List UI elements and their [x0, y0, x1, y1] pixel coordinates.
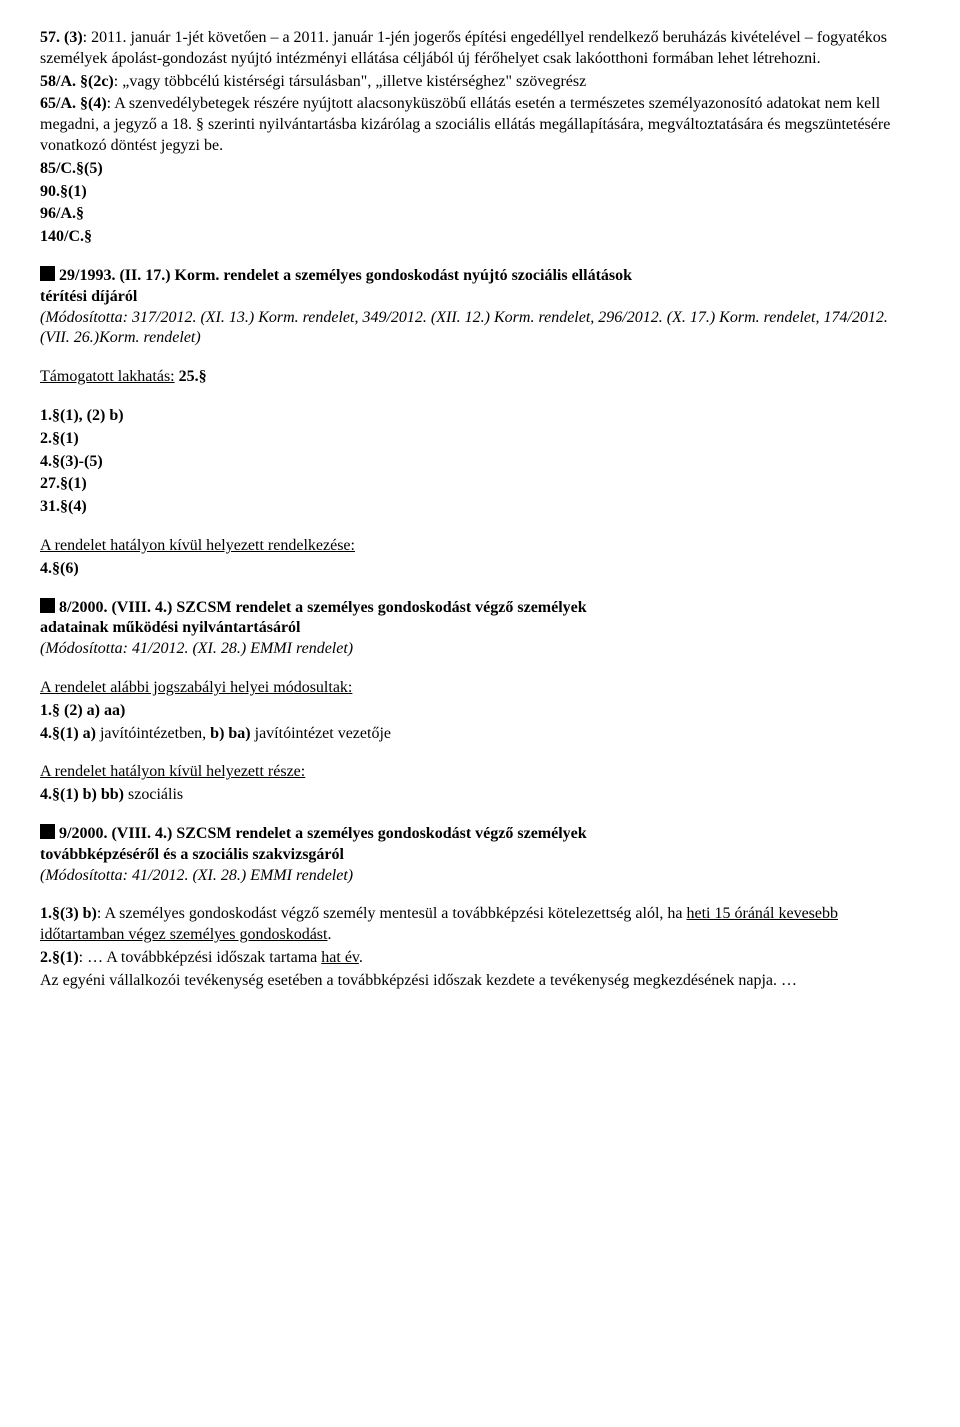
sec2-l2-b1: 4.§(1) a): [40, 725, 96, 742]
para-57-3-text: : 2011. január 1-jét követően – a 2011. …: [40, 29, 887, 67]
sec1-item: 1.§(1), (2) b): [40, 406, 920, 427]
sec2-l2-t1: javítóintézetben,: [96, 725, 210, 742]
sec1-title-b: térítési díjáról: [40, 287, 920, 308]
list1-item: 140/C.§: [40, 227, 920, 248]
para-65a-ref: 65/A. §(4): [40, 95, 107, 112]
sec2-hatalyon-b: 4.§(1) b) bb): [40, 786, 124, 803]
bullet-square-icon: [40, 824, 55, 839]
sec3-p1-t1: : A személyes gondoskodást végző személy…: [97, 905, 687, 922]
sec1-title-a: 29/1993. (II. 17.) Korm. rendelet a szem…: [59, 267, 632, 284]
sec2-title-a: 8/2000. (VIII. 4.) SZCSM rendelet a szem…: [59, 599, 587, 616]
sec1-item: 27.§(1): [40, 474, 920, 495]
sec3-p1-b: 1.§(3) b): [40, 905, 97, 922]
sec1-tamogatott-b: 25.§: [175, 368, 207, 385]
sec3-p3: Az egyéni vállalkozói tevékenység esetéb…: [40, 971, 920, 992]
para-65a-text: : A szenvedélybetegek részére nyújtott a…: [40, 95, 890, 154]
para-57-3-ref: 57. (3): [40, 29, 83, 46]
sec1-hatalyon-label: A rendelet hatályon kívül helyezett rend…: [40, 536, 920, 557]
bullet-square-icon: [40, 598, 55, 613]
sec2-hatalyon-label: A rendelet hatályon kívül helyezett rész…: [40, 762, 920, 783]
para-58a-text: : „vagy többcélú kistérségi társulásban"…: [114, 73, 586, 90]
sec3-p2-t1: : … A továbbképzési időszak tartama: [79, 949, 322, 966]
section-8-2000: 8/2000. (VIII. 4.) SZCSM rendelet a szem…: [40, 598, 920, 806]
section-29-1993: 29/1993. (II. 17.) Korm. rendelet a szem…: [40, 266, 920, 580]
sec3-p2-t2: .: [359, 949, 363, 966]
sec3-p1-t2: .: [327, 926, 331, 943]
sec2-l2-t2: javítóintézet vezetője: [251, 725, 391, 742]
para-57-3: 57. (3): 2011. január 1-jét követően – a…: [40, 28, 920, 248]
sec2-l2-b2: b) ba): [210, 725, 250, 742]
sec2-mod: (Módosította: 41/2012. (XI. 28.) EMMI re…: [40, 639, 920, 660]
sec1-item: 4.§(3)-(5): [40, 452, 920, 473]
sec2-l1: 1.§ (2) a) aa): [40, 701, 920, 722]
bullet-square-icon: [40, 266, 55, 281]
list1-item: 85/C.§(5): [40, 159, 920, 180]
sec2-modline-label: A rendelet alábbi jogszabályi helyei mód…: [40, 678, 920, 699]
sec2-hatalyon-t: szociális: [124, 786, 183, 803]
sec1-hatalyon-item: 4.§(6): [40, 559, 920, 580]
sec3-p2-b: 2.§(1): [40, 949, 79, 966]
sec1-mod: (Módosította: 317/2012. (XI. 13.) Korm. …: [40, 308, 920, 350]
section-9-2000: 9/2000. (VIII. 4.) SZCSM rendelet a szem…: [40, 824, 920, 992]
sec3-mod: (Módosította: 41/2012. (XI. 28.) EMMI re…: [40, 866, 920, 887]
sec3-p2-u: hat év: [321, 949, 359, 966]
para-58a-ref: 58/A. §(2c): [40, 73, 114, 90]
sec1-item: 31.§(4): [40, 497, 920, 518]
sec3-title-a: 9/2000. (VIII. 4.) SZCSM rendelet a szem…: [59, 825, 587, 842]
list1-item: 90.§(1): [40, 182, 920, 203]
sec1-tamogatott-u: Támogatott lakhatás:: [40, 368, 175, 385]
sec1-item: 2.§(1): [40, 429, 920, 450]
list1-item: 96/A.§: [40, 204, 920, 225]
sec3-title-b: továbbképzéséről és a szociális szakvizs…: [40, 845, 920, 866]
sec2-title-b: adatainak működési nyilvántartásáról: [40, 618, 920, 639]
